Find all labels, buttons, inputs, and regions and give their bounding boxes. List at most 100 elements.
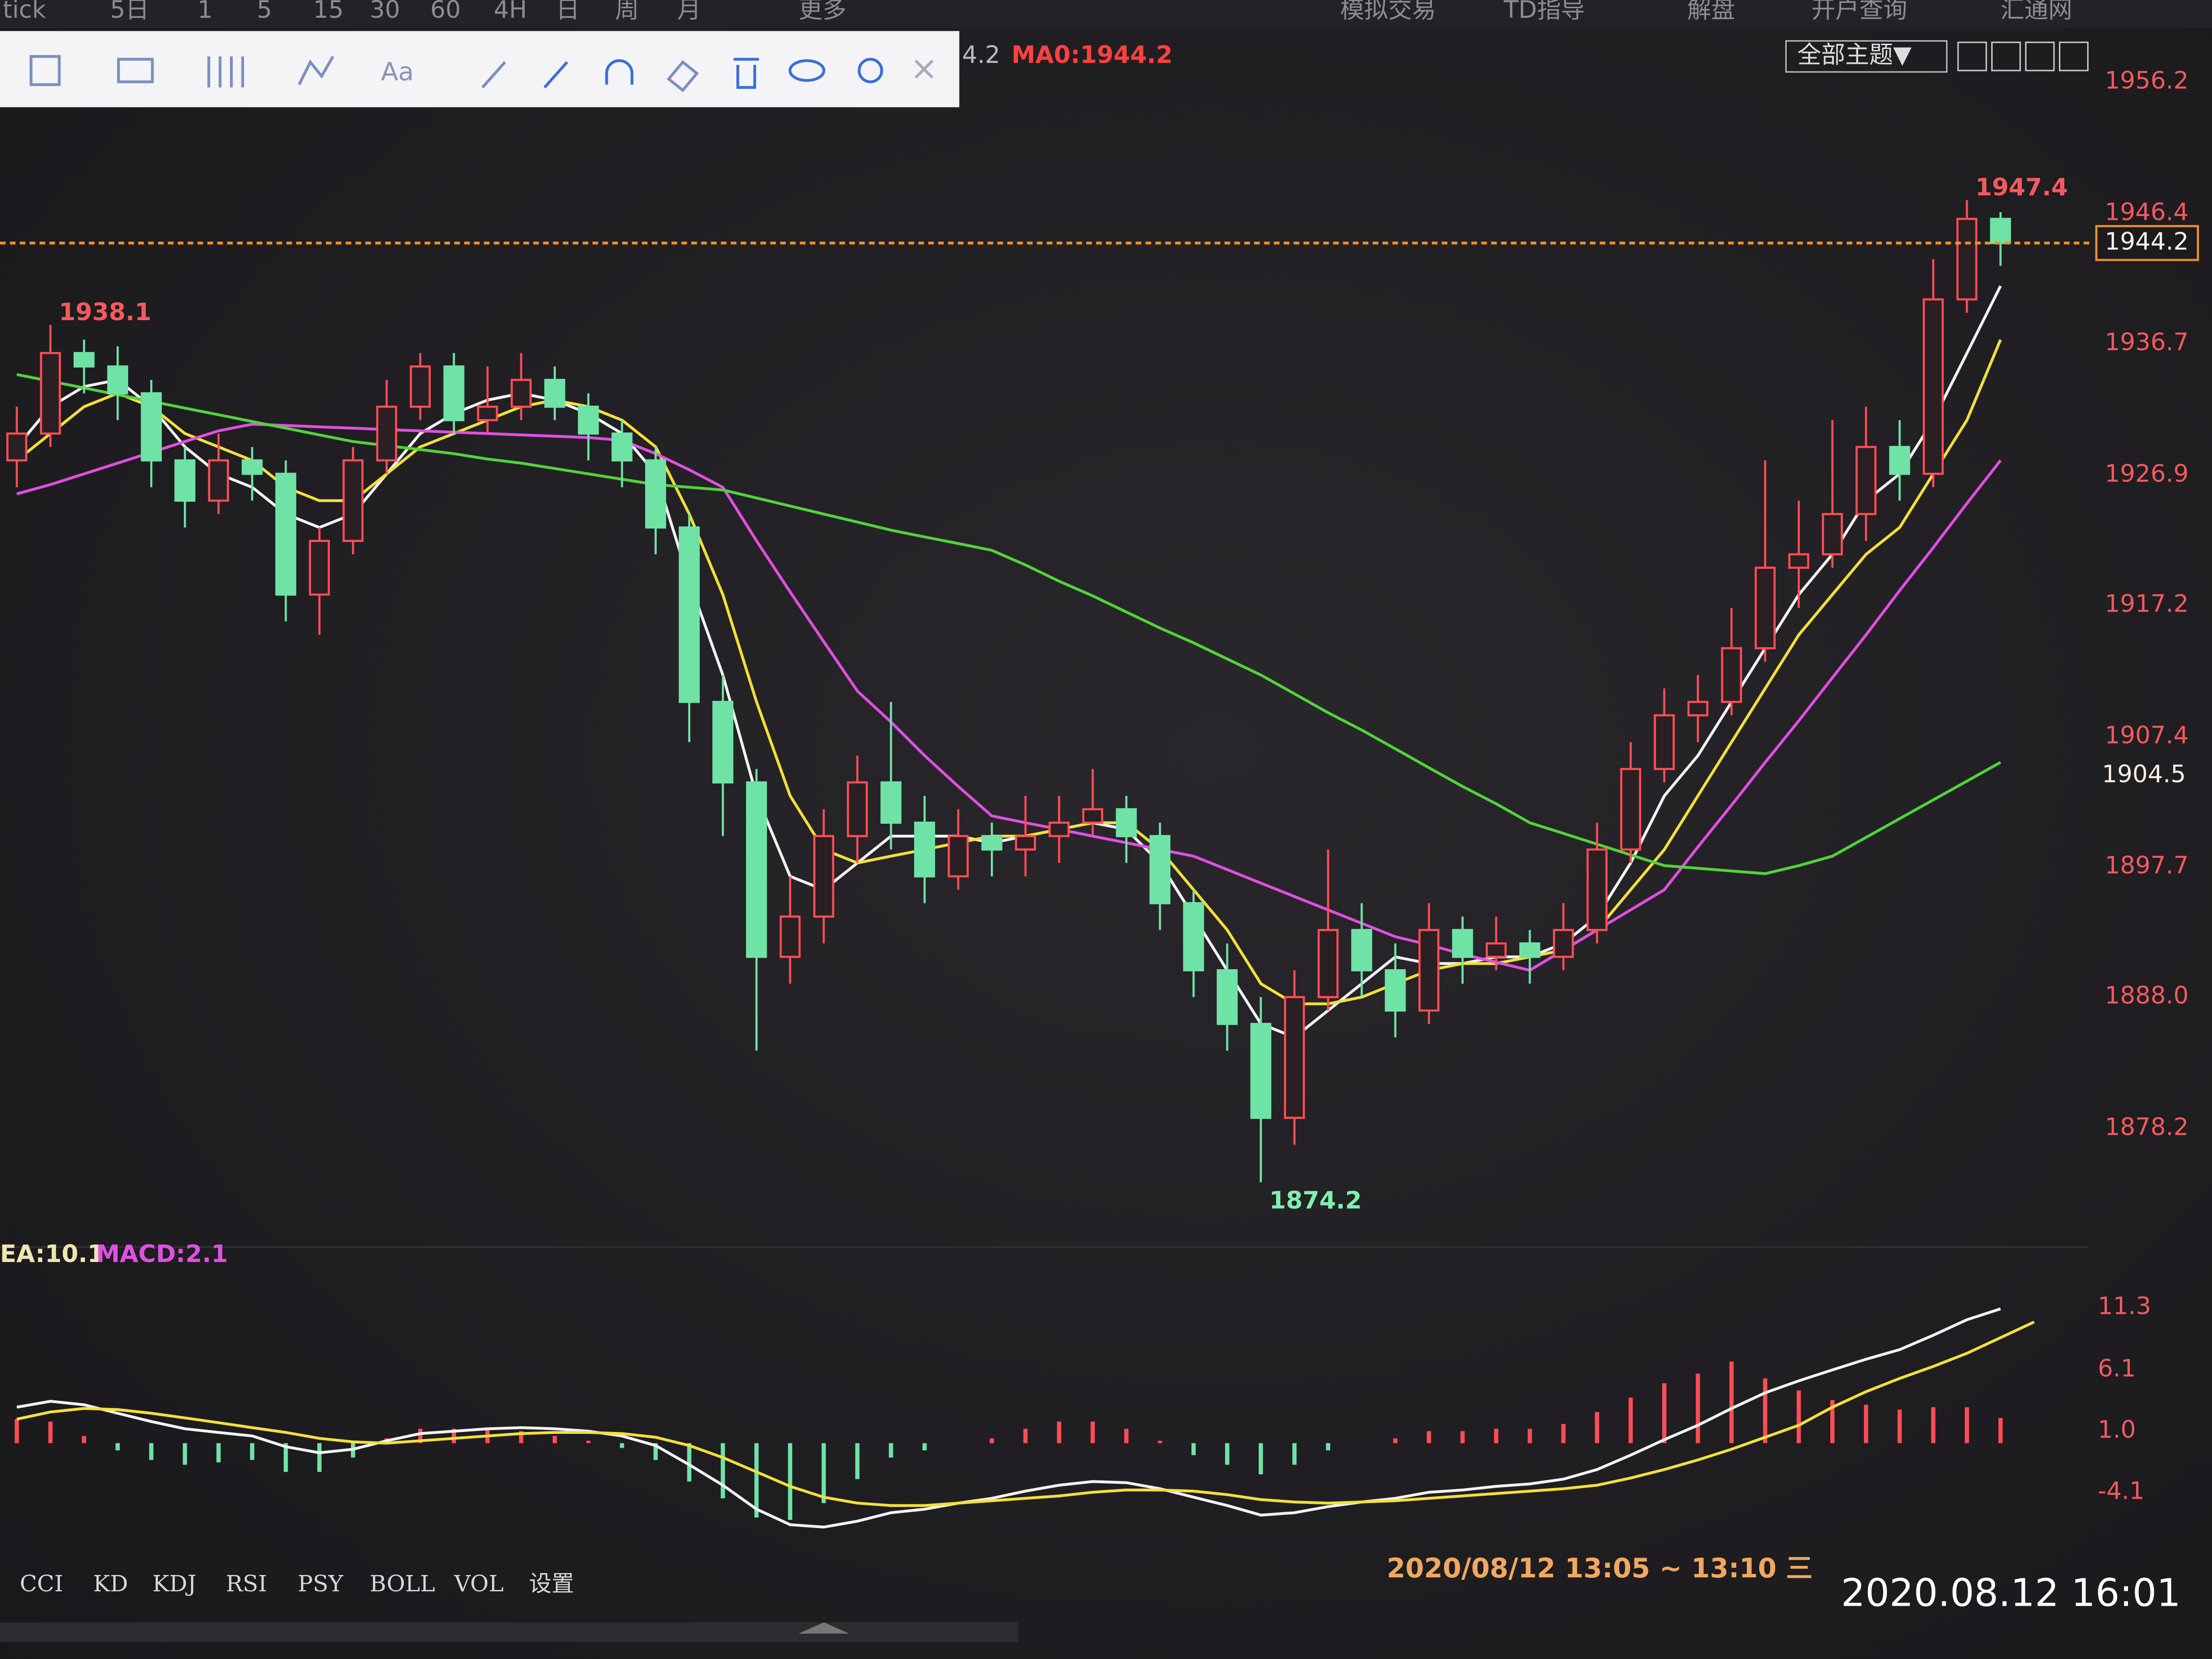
macd-bar — [1830, 1400, 1835, 1443]
icon-settings[interactable] — [857, 58, 883, 84]
indicator-tab[interactable]: KD — [93, 1571, 128, 1597]
high-label: 1938.1 — [59, 298, 152, 326]
indicator-tab[interactable]: PSY — [298, 1571, 344, 1597]
layout-button[interactable] — [1991, 41, 2021, 72]
menu-bar — [0, 0, 2212, 28]
candle-body — [981, 835, 1003, 851]
indicator-tab[interactable]: CCI — [20, 1571, 63, 1597]
macd-bar — [519, 1431, 524, 1443]
macd-bar — [1158, 1441, 1162, 1443]
macd-bar — [1628, 1397, 1633, 1443]
indicator-tab[interactable]: BOLL — [370, 1571, 435, 1597]
menu-item[interactable]: 30 — [370, 0, 400, 24]
indicator-tab[interactable]: 设置 — [529, 1571, 574, 1597]
macd-bar — [1527, 1429, 1532, 1443]
menu: tick 5日 1 5 15 30 60 4H 日周月更多 模拟交易 TD指导 解盘 开户查询 汇通网 — [3, 0, 2072, 24]
indicator-tab[interactable]: KDJ — [152, 1571, 196, 1597]
menu-item[interactable]: tick — [3, 0, 46, 24]
y-tick-label: 1907.4 — [2105, 721, 2189, 749]
high-label: 1947.4 — [1975, 173, 2068, 201]
candle-body — [1486, 942, 1507, 958]
candle-body — [1116, 808, 1137, 837]
candle-body — [1250, 1022, 1272, 1119]
macd-bar — [182, 1443, 187, 1465]
macd-bar — [821, 1443, 826, 1503]
candle-body — [1216, 969, 1238, 1025]
y-tick-label: 6.1 — [2098, 1354, 2136, 1382]
candle-body — [107, 365, 128, 395]
icon-pen[interactable] — [481, 61, 506, 89]
icon-rect[interactable] — [29, 55, 61, 86]
y-tick-label: 1897.7 — [2105, 852, 2189, 879]
candle-body — [241, 459, 263, 475]
candle-body — [1015, 835, 1036, 851]
candle-body — [645, 459, 666, 529]
icon-box[interactable] — [117, 58, 154, 84]
icon-eraser[interactable] — [666, 60, 699, 93]
menu-item[interactable]: 汇通网 — [2000, 0, 2072, 24]
icon-lines[interactable] — [207, 56, 244, 88]
legend-text: EA:10.1 — [0, 1240, 104, 1268]
text-tool[interactable]: Aa — [381, 57, 414, 86]
indicator-tab[interactable]: RSI — [226, 1571, 267, 1597]
candle-body — [914, 821, 935, 878]
menu-item[interactable]: 周 — [615, 0, 639, 24]
menu-item[interactable]: 月 — [677, 0, 701, 24]
menu-item[interactable]: 60 — [430, 0, 461, 24]
candle-body — [1351, 929, 1372, 972]
icon-close[interactable] — [914, 60, 934, 79]
macd-bar — [317, 1443, 322, 1472]
macd-bar — [1763, 1378, 1767, 1443]
menu-item[interactable]: 15 — [313, 0, 344, 24]
icon-eye[interactable] — [788, 59, 826, 82]
y-tick-label: 1956.2 — [2105, 66, 2189, 94]
y-tick-label: 1946.4 — [2105, 198, 2189, 226]
macd-bar — [788, 1443, 793, 1520]
candle-body — [1284, 996, 1305, 1119]
candle-body — [1855, 445, 1877, 516]
candle-body — [1755, 566, 1776, 649]
candle-body — [611, 432, 633, 462]
menu-item[interactable]: 模拟交易 — [1340, 0, 1436, 24]
legend-text: 4.2 — [962, 41, 1000, 69]
candle-body — [174, 459, 196, 502]
icon-pencil[interactable] — [543, 61, 568, 89]
icon-wave[interactable] — [298, 56, 335, 85]
marker-price-label: 1904.5 — [2102, 760, 2186, 788]
macd-bar — [586, 1441, 591, 1443]
macd-bar — [754, 1443, 759, 1518]
candle-body — [1788, 553, 1809, 569]
macd-bar — [620, 1443, 625, 1448]
menu-item[interactable]: 1 — [197, 0, 213, 24]
icon-magnet[interactable] — [605, 59, 634, 85]
macd-bar — [216, 1443, 221, 1463]
candle-body — [342, 459, 364, 542]
macd-bar — [283, 1443, 288, 1472]
theme-button[interactable]: 全部主题▼ — [1797, 41, 1912, 69]
icon-trash[interactable] — [733, 58, 759, 89]
layout-button[interactable] — [1957, 41, 1987, 72]
macd-bar — [1460, 1431, 1465, 1443]
macd-bar — [14, 1419, 19, 1443]
menu-item[interactable]: 解盘 — [1687, 0, 1735, 24]
scroll-thumb[interactable] — [798, 1622, 850, 1634]
theme-button-frame[interactable] — [1785, 40, 1948, 73]
menu-item[interactable]: 5日 — [110, 0, 149, 24]
menu-item[interactable]: 开户查询 — [1811, 0, 1907, 24]
candle-body — [1082, 808, 1104, 824]
candle-body — [780, 915, 801, 958]
indicator-tab[interactable]: VOL — [454, 1571, 504, 1597]
scrollbar[interactable] — [0, 1622, 1019, 1642]
macd-bar — [1057, 1421, 1061, 1443]
menu-item[interactable]: 4H — [494, 0, 527, 24]
macd-line — [16, 1321, 2035, 1507]
menu-item[interactable]: 日 — [556, 0, 580, 24]
menu-item[interactable]: 更多 — [798, 0, 846, 24]
candle-body — [6, 432, 27, 462]
low-label: 1874.2 — [1269, 1186, 1362, 1214]
layout-button[interactable] — [2025, 41, 2055, 72]
menu-item[interactable]: TD指导 — [1503, 0, 1585, 24]
layout-button[interactable] — [2059, 41, 2089, 72]
menu-item[interactable]: 5 — [257, 0, 272, 24]
